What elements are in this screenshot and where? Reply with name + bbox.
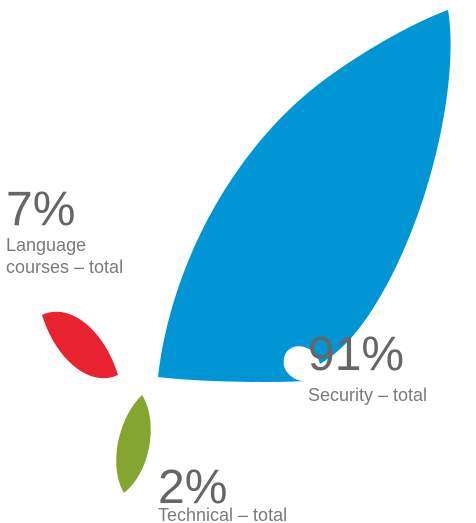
- percent-label-language: 7%: [6, 183, 75, 236]
- percent-label-technical: 2%: [158, 461, 227, 514]
- category-label-language-line-2: courses – total: [6, 257, 123, 277]
- leaf-security: [158, 10, 451, 382]
- leaf-layer: [42, 10, 451, 493]
- category-label-security-line-1: Security – total: [308, 385, 427, 405]
- percent-label-security: 91%: [308, 328, 404, 381]
- category-label-technical-line-1: Technical – total: [158, 505, 287, 523]
- leaf-technical: [116, 395, 151, 493]
- category-label-language-line-1: Language: [6, 235, 86, 255]
- leaf-language: [42, 311, 118, 379]
